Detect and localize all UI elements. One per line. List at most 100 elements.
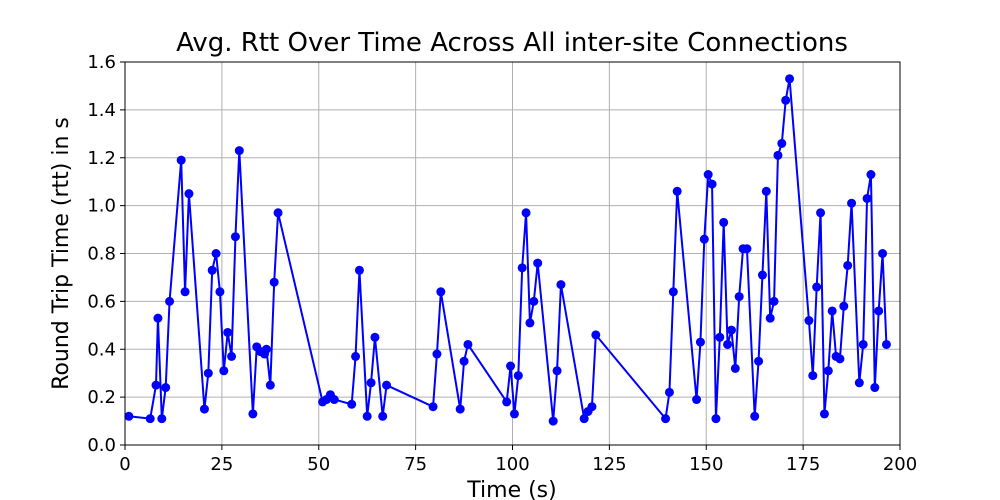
data-point xyxy=(812,282,822,292)
data-point xyxy=(835,354,845,364)
data-point xyxy=(329,395,339,405)
data-point xyxy=(432,349,442,359)
data-point xyxy=(858,339,868,349)
data-point xyxy=(161,383,171,393)
data-point xyxy=(874,306,884,316)
data-point xyxy=(199,404,209,414)
data-point xyxy=(347,399,357,409)
x-tick-label: 125 xyxy=(592,454,626,475)
y-tick-label: 0.2 xyxy=(87,387,116,408)
data-point xyxy=(808,371,818,381)
data-point xyxy=(436,287,446,297)
data-point xyxy=(847,198,857,208)
data-point xyxy=(153,313,163,323)
data-point xyxy=(816,208,826,218)
data-point xyxy=(513,371,523,381)
data-point xyxy=(699,234,709,244)
data-point xyxy=(227,351,237,361)
data-point xyxy=(765,313,775,323)
y-tick-label: 1.0 xyxy=(87,196,116,217)
data-point xyxy=(777,138,787,148)
data-point xyxy=(750,411,760,421)
data-point xyxy=(124,411,134,421)
data-point xyxy=(881,339,891,349)
data-point xyxy=(703,170,713,180)
data-point xyxy=(548,416,558,426)
y-tick-label: 0.8 xyxy=(87,244,116,265)
data-point xyxy=(203,368,213,378)
data-point xyxy=(723,339,733,349)
data-point xyxy=(533,258,543,268)
data-point xyxy=(529,296,539,306)
data-point xyxy=(521,208,531,218)
data-point xyxy=(819,409,829,419)
data-point xyxy=(556,280,566,290)
data-point xyxy=(362,411,372,421)
data-point xyxy=(184,189,194,199)
data-point xyxy=(668,287,678,297)
data-point xyxy=(719,217,729,227)
data-point xyxy=(180,287,190,297)
data-point xyxy=(517,263,527,273)
data-point xyxy=(552,366,562,376)
y-tick-label: 1.4 xyxy=(87,100,116,121)
series-rtt xyxy=(124,74,891,426)
data-point xyxy=(781,95,791,105)
data-point xyxy=(165,296,175,306)
data-point xyxy=(151,380,161,390)
x-tick-label: 200 xyxy=(883,454,917,475)
data-point xyxy=(370,332,380,342)
data-point xyxy=(695,337,705,347)
y-tick-label: 1.6 xyxy=(87,52,116,73)
y-tick-label: 1.2 xyxy=(87,148,116,169)
data-point xyxy=(579,414,589,424)
data-point xyxy=(223,327,233,337)
data-point xyxy=(428,402,438,412)
data-point xyxy=(230,232,240,242)
x-tick-label: 75 xyxy=(404,454,427,475)
data-point xyxy=(734,292,744,302)
data-point xyxy=(248,409,258,419)
series-line xyxy=(128,77,888,423)
data-point xyxy=(870,383,880,393)
data-point xyxy=(273,208,283,218)
data-point xyxy=(455,404,465,414)
data-point xyxy=(459,356,469,366)
data-point xyxy=(157,414,167,424)
chart-title: Avg. Rtt Over Time Across All inter-site… xyxy=(176,28,848,58)
axis-ticks: 0 25 50 75 100 125 150 175 200 0.0 0.2 0.4 0.6 0.8 1.0… xyxy=(87,52,917,475)
data-point xyxy=(707,179,717,189)
data-point xyxy=(463,339,473,349)
data-point xyxy=(351,351,361,361)
x-tick-label: 100 xyxy=(495,454,529,475)
data-point xyxy=(664,387,674,397)
data-point xyxy=(692,395,702,405)
data-point xyxy=(672,186,682,196)
data-point xyxy=(382,380,392,390)
data-point xyxy=(207,265,217,275)
data-point xyxy=(265,380,275,390)
data-point xyxy=(219,366,229,376)
data-point xyxy=(234,146,244,156)
data-point xyxy=(715,332,725,342)
data-point xyxy=(502,397,512,407)
y-axis-label: Round Trip Time (rtt) in s xyxy=(49,117,74,390)
data-point xyxy=(366,378,376,388)
data-point xyxy=(587,402,597,412)
data-point xyxy=(773,150,783,160)
x-tick-label: 150 xyxy=(689,454,723,475)
data-point xyxy=(730,363,740,373)
data-point xyxy=(754,356,764,366)
data-point xyxy=(378,411,388,421)
x-tick-label: 175 xyxy=(786,454,820,475)
data-point xyxy=(509,409,519,419)
x-axis-label: Time (s) xyxy=(466,478,556,500)
data-point xyxy=(261,344,271,354)
data-point xyxy=(742,244,752,254)
data-point xyxy=(843,260,853,270)
data-point xyxy=(215,287,225,297)
data-point xyxy=(211,249,221,258)
data-point xyxy=(176,155,186,165)
